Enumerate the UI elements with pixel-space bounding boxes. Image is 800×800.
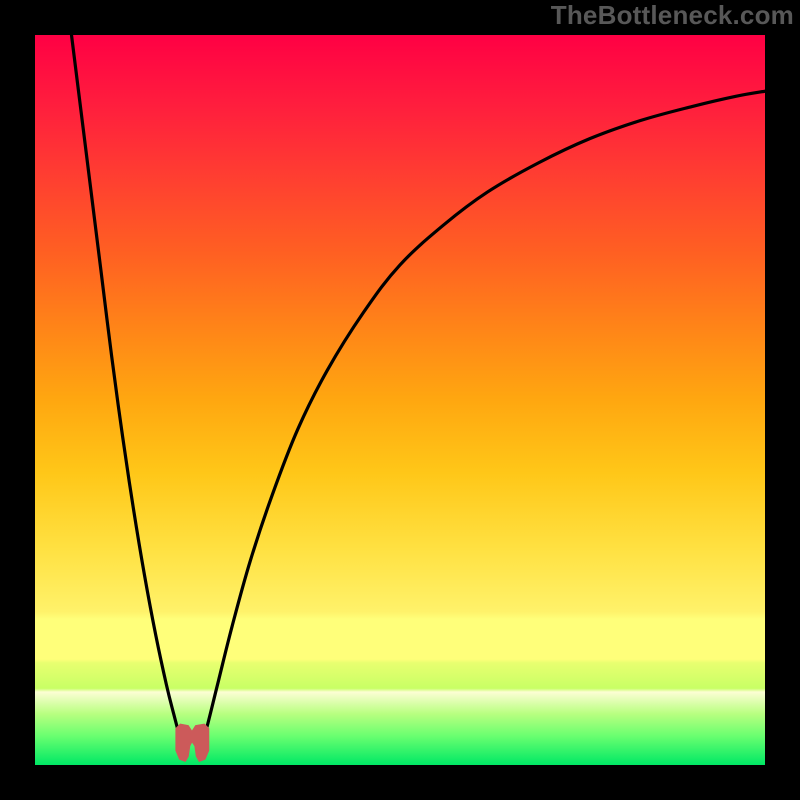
figure-root: TheBottleneck.com [0, 0, 800, 800]
plot-svg [35, 35, 765, 765]
plot-area [35, 35, 765, 765]
watermark-text: TheBottleneck.com [551, 0, 794, 31]
gradient-background [35, 35, 765, 765]
